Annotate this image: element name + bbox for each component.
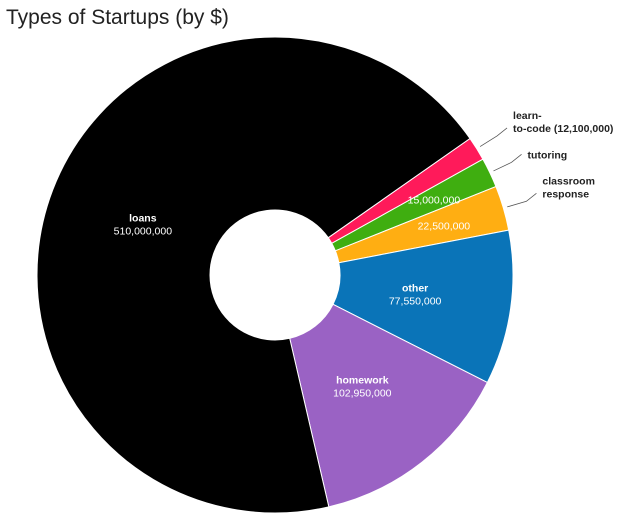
slice-value-homework: 102,950,000 bbox=[333, 387, 392, 399]
outer-label-classroom-response-0: classroom bbox=[542, 175, 595, 187]
slice-value-classroom-response: 22,500,000 bbox=[418, 220, 471, 232]
slice-homework bbox=[289, 303, 489, 508]
slice-label-homework: homework bbox=[336, 374, 389, 386]
outer-label-learn-to-code-0: learn- bbox=[513, 110, 542, 122]
leader-line-tutoring bbox=[493, 154, 522, 172]
outer-label-classroom-response-1: response bbox=[542, 188, 589, 200]
slice-loans bbox=[36, 36, 471, 514]
slice-other bbox=[332, 229, 514, 384]
outer-label-learn-to-code-1: to-code (12,100,000) bbox=[513, 123, 613, 135]
slice-label-other: other bbox=[402, 283, 428, 295]
leader-line-learn-to-code bbox=[479, 127, 508, 147]
slice-value-other: 77,550,000 bbox=[389, 296, 442, 308]
chart-title: Types of Startups (by $) bbox=[6, 6, 229, 29]
slice-value-tutoring: 15,000,000 bbox=[408, 194, 461, 206]
outer-label-tutoring-0: tutoring bbox=[528, 149, 568, 161]
leader-line-classroom-response bbox=[507, 192, 537, 208]
slice-value-loans: 510,000,000 bbox=[114, 225, 173, 237]
slice-label-loans: loans bbox=[129, 212, 157, 224]
